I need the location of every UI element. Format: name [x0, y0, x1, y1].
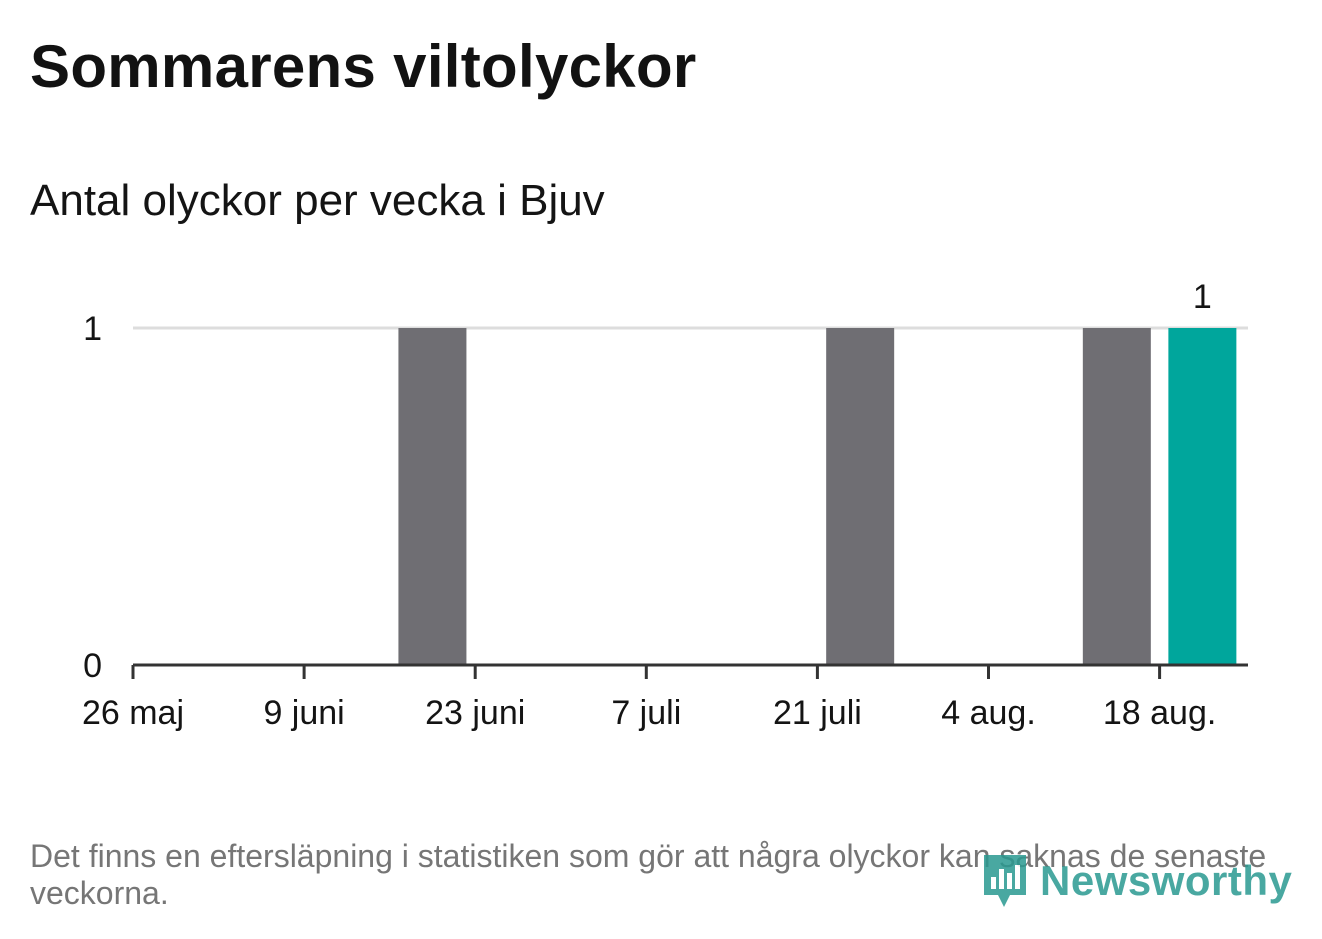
- bar-chart: 0 1 1 26 maj 9 juni 23 juni 7 juli 21 juli 4 aug…: [82, 278, 1248, 732]
- footnote: Det finns en eftersläpning i statistiken…: [30, 838, 1267, 911]
- chart-title: Sommarens viltolyckor: [30, 33, 697, 100]
- x-tick-label: 9 juni: [263, 694, 344, 732]
- bar: [826, 328, 895, 665]
- x-tick-label: 4 aug.: [941, 694, 1036, 732]
- x-tick-label: 26 maj: [82, 694, 184, 732]
- x-tick-label: 21 juli: [773, 694, 862, 732]
- chart-subtitle: Antal olyckor per vecka i Bjuv: [30, 176, 605, 225]
- axis-layer: [131, 663, 1248, 679]
- x-tick-label: 18 aug.: [1103, 694, 1216, 732]
- label-layer: 0 1 1 26 maj 9 juni 23 juni 7 juli 21 juli 4 aug…: [82, 278, 1216, 732]
- x-tick-label: 7 juli: [611, 694, 681, 732]
- bar: [1082, 328, 1151, 665]
- bar: [1168, 328, 1237, 665]
- data-label: 1: [1193, 278, 1212, 316]
- logo-text: Newsworthy: [1040, 857, 1293, 904]
- bar-layer: [398, 328, 1237, 665]
- y-tick-label: 1: [83, 310, 102, 348]
- x-tick-label: 23 juni: [425, 694, 525, 732]
- newsworthy-logo-icon: [984, 855, 1026, 907]
- bar: [398, 328, 467, 665]
- y-tick-label: 0: [83, 647, 102, 685]
- newsworthy-logo: Newsworthy: [980, 850, 1300, 912]
